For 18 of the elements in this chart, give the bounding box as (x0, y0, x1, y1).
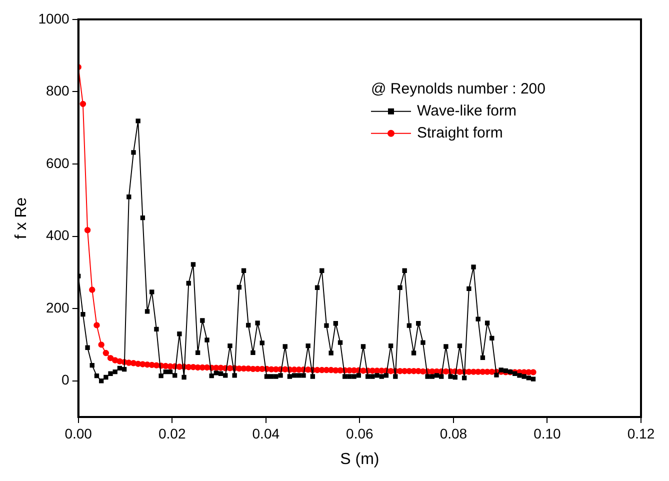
y-tick-label: 600 (46, 154, 70, 171)
x-tick-label: 0.04 (252, 425, 280, 442)
x-tick-label: 0.10 (534, 425, 562, 442)
y-tick-label: 0 (62, 372, 70, 388)
legend-label: Wave-like form (417, 102, 516, 120)
y-tick-label: 800 (46, 82, 70, 99)
x-tick-label: 0.08 (440, 425, 468, 442)
legend-label: Straight form (417, 124, 503, 142)
y-tick-label: 1000 (38, 10, 70, 26)
y-tick-label: 400 (46, 227, 70, 244)
legend-title: @ Reynolds number : 200 (371, 80, 546, 98)
x-tick-label: 0.02 (158, 425, 186, 442)
y-tick-label: 200 (46, 299, 70, 316)
x-tick-label: 0.00 (64, 425, 92, 442)
x-tick-label: 0.12 (627, 425, 655, 442)
x-axis-title: S (m) (340, 450, 380, 468)
x-tick-label: 0.06 (346, 425, 374, 442)
y-axis-title: f x Re (13, 197, 30, 240)
